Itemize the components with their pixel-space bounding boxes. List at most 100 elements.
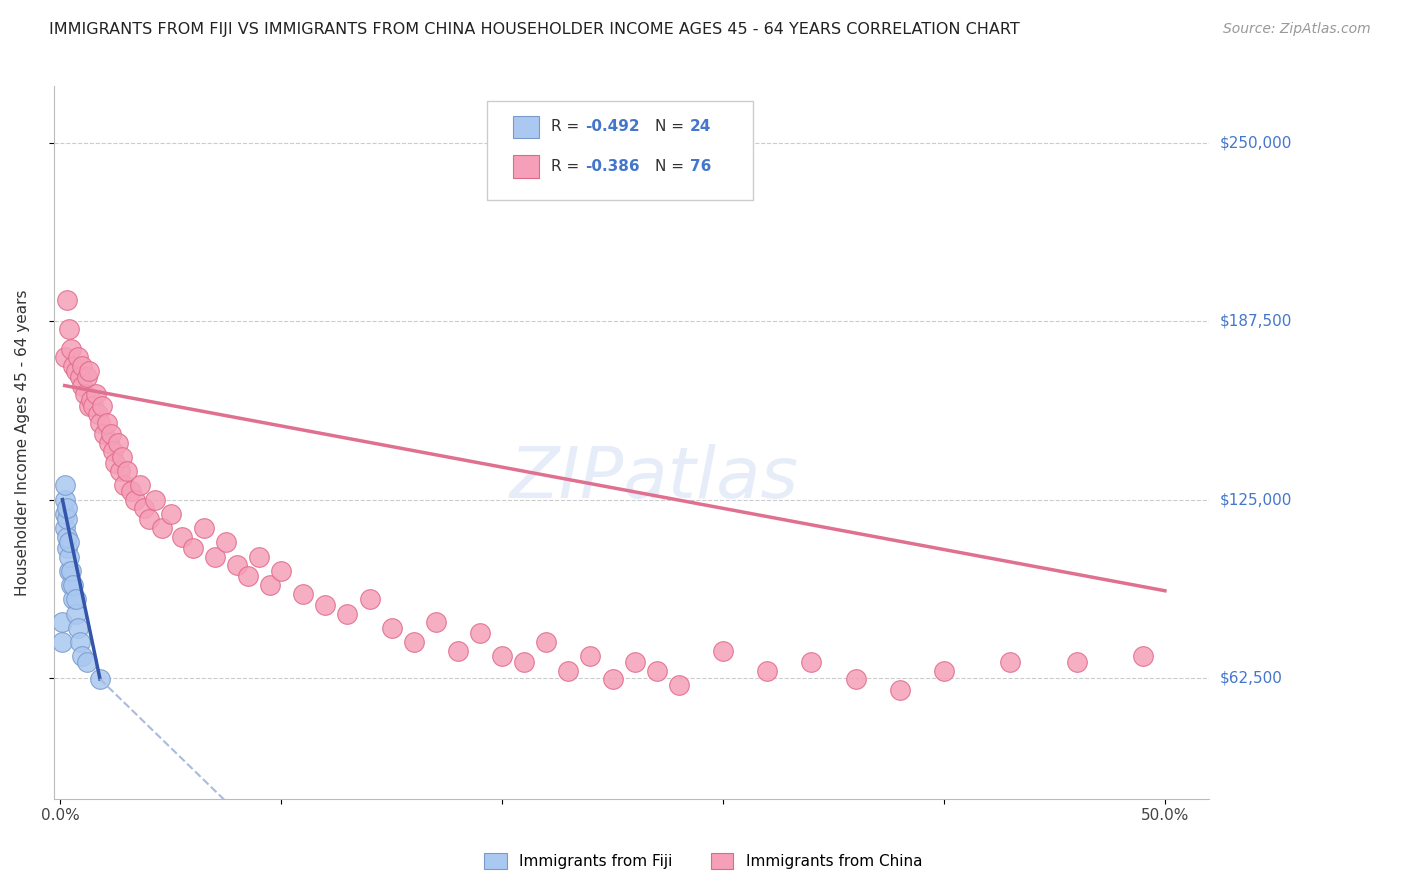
Point — [58, 564, 80, 578]
Text: -0.386: -0.386 — [585, 160, 640, 174]
Point — [100, 427, 122, 442]
Point — [134, 501, 156, 516]
Point — [53, 492, 76, 507]
Point — [89, 416, 111, 430]
Point — [56, 530, 79, 544]
Point — [491, 649, 513, 664]
Point — [181, 541, 204, 555]
Point — [76, 655, 98, 669]
Point — [447, 643, 470, 657]
FancyBboxPatch shape — [486, 101, 752, 201]
Point — [150, 521, 173, 535]
Point — [215, 535, 238, 549]
Point — [138, 512, 160, 526]
Point — [889, 683, 911, 698]
Point — [69, 370, 91, 384]
Text: -0.492: -0.492 — [585, 120, 640, 135]
Point — [56, 512, 79, 526]
Point — [104, 456, 127, 470]
Point — [602, 672, 624, 686]
Point — [579, 649, 602, 664]
Point — [259, 578, 281, 592]
Point — [292, 586, 315, 600]
Text: 76: 76 — [689, 160, 711, 174]
Point — [87, 407, 110, 421]
Point — [53, 350, 76, 364]
Text: IMMIGRANTS FROM FIJI VS IMMIGRANTS FROM CHINA HOUSEHOLDER INCOME AGES 45 - 64 YE: IMMIGRANTS FROM FIJI VS IMMIGRANTS FROM … — [49, 22, 1019, 37]
Point — [932, 664, 955, 678]
Point — [73, 387, 96, 401]
Text: 24: 24 — [689, 120, 711, 135]
Bar — [513, 155, 540, 178]
Point — [72, 378, 94, 392]
Point — [159, 507, 181, 521]
Point — [72, 359, 94, 373]
Point — [108, 464, 131, 478]
Bar — [513, 116, 540, 138]
Point — [53, 478, 76, 492]
Point — [65, 364, 87, 378]
Point — [170, 530, 193, 544]
Point — [645, 664, 668, 678]
Point — [89, 672, 111, 686]
Point — [359, 592, 381, 607]
Point — [77, 364, 100, 378]
Text: R =: R = — [551, 120, 583, 135]
Point — [193, 521, 215, 535]
Point — [513, 655, 536, 669]
Point — [96, 416, 118, 430]
Point — [1000, 655, 1022, 669]
Point — [76, 370, 98, 384]
Text: R =: R = — [551, 160, 583, 174]
Point — [66, 350, 89, 364]
Point — [557, 664, 579, 678]
Point — [65, 607, 87, 621]
Point — [247, 549, 270, 564]
Point — [91, 399, 114, 413]
Point — [270, 564, 292, 578]
Point — [62, 592, 84, 607]
Point — [120, 483, 142, 498]
Point — [468, 626, 491, 640]
Point — [845, 672, 868, 686]
Point — [425, 615, 447, 629]
Point — [204, 549, 226, 564]
Point — [226, 558, 249, 573]
Point — [80, 392, 103, 407]
Point — [112, 478, 135, 492]
Point — [103, 444, 125, 458]
Text: $62,500: $62,500 — [1220, 670, 1284, 685]
Point — [381, 621, 404, 635]
Point — [668, 678, 690, 692]
Point — [69, 635, 91, 649]
Point — [56, 501, 79, 516]
Point — [128, 478, 150, 492]
Text: ZIPatlas: ZIPatlas — [510, 443, 799, 513]
Point — [314, 598, 336, 612]
Point — [72, 649, 94, 664]
Point — [77, 399, 100, 413]
Point — [756, 664, 779, 678]
Point — [62, 359, 84, 373]
Point — [51, 635, 73, 649]
Point — [711, 643, 734, 657]
Point — [336, 607, 359, 621]
Point — [58, 535, 80, 549]
Point — [536, 635, 558, 649]
Text: N =: N = — [655, 160, 689, 174]
Point — [107, 435, 129, 450]
Point — [115, 464, 138, 478]
Point — [124, 492, 146, 507]
Text: $125,000: $125,000 — [1220, 492, 1292, 507]
Text: $187,500: $187,500 — [1220, 314, 1292, 329]
Point — [402, 635, 425, 649]
Point — [93, 427, 115, 442]
Text: $250,000: $250,000 — [1220, 136, 1292, 151]
Point — [84, 387, 107, 401]
Point — [1066, 655, 1088, 669]
Point — [53, 507, 76, 521]
Point — [65, 592, 87, 607]
Point — [236, 569, 259, 583]
Text: Source: ZipAtlas.com: Source: ZipAtlas.com — [1223, 22, 1371, 37]
Point — [56, 541, 79, 555]
